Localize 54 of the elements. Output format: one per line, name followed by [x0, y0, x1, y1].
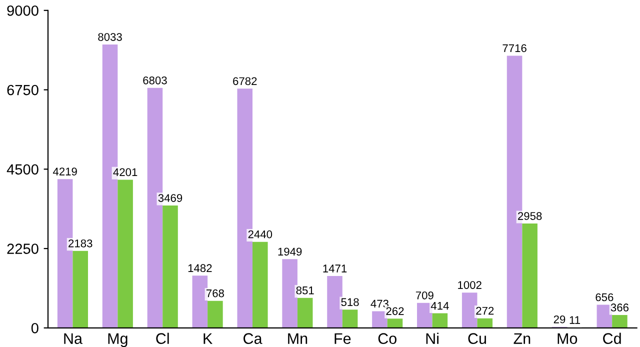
data-label: 272	[476, 306, 494, 315]
x-tick-label: Zn	[514, 333, 530, 344]
data-label: 414	[430, 302, 449, 310]
data-label: 2958	[518, 212, 542, 220]
x-tick-label: Ca	[244, 333, 262, 344]
data-label: 4219	[52, 168, 77, 176]
data-label: 2183	[68, 239, 92, 248]
data-label: 1482	[188, 264, 212, 272]
y-tick-label: 4500	[6, 164, 38, 175]
data-label: 6803	[143, 76, 167, 84]
y-tick-label: 6750	[7, 84, 38, 96]
x-tick-label: Cu	[468, 333, 486, 344]
data-label: 11	[570, 316, 580, 324]
bar	[162, 206, 178, 328]
data-label: 366	[610, 304, 628, 312]
data-label: 851	[296, 286, 314, 294]
x-tick-label: Cd	[603, 332, 621, 344]
data-label: 709	[416, 291, 434, 300]
y-tick-label: 0	[31, 323, 38, 334]
x-tick-label: Co	[378, 333, 396, 344]
data-label: 2440	[248, 230, 272, 238]
bar	[387, 318, 403, 328]
data-label: 29	[554, 315, 566, 324]
data-label: 473	[370, 300, 388, 308]
x-tick-label: K	[204, 333, 212, 344]
bar	[252, 242, 268, 328]
data-label: 1002	[458, 281, 482, 289]
bar	[612, 315, 628, 328]
data-label: 8033	[98, 33, 122, 41]
data-label: 4201	[113, 168, 138, 176]
x-tick-label: Cl	[156, 332, 169, 344]
x-tick-label: Fe	[334, 333, 351, 344]
data-label: 262	[386, 307, 404, 316]
x-tick-label: Na	[64, 333, 82, 344]
bar	[208, 300, 223, 328]
y-tick-label: 2250	[7, 244, 38, 254]
x-tick-label: Mo	[558, 333, 578, 344]
x-tick-label: Mg	[108, 333, 128, 347]
data-label: 656	[596, 293, 614, 302]
data-label: 3469	[158, 194, 182, 202]
bar	[477, 318, 493, 328]
y-tick-label: 9000	[7, 6, 38, 16]
data-label: 768	[206, 289, 224, 298]
data-label: 518	[341, 298, 359, 306]
data-label: 1949	[278, 248, 302, 256]
data-label: 7716	[502, 44, 526, 52]
data-label: 6782	[233, 77, 257, 86]
x-tick-label: Ni	[426, 332, 438, 344]
x-tick-label: Mn	[288, 333, 308, 344]
bar	[118, 180, 133, 328]
bar	[522, 224, 538, 328]
bar	[342, 310, 358, 328]
data-label: 1471	[323, 264, 347, 272]
bar	[432, 313, 448, 328]
